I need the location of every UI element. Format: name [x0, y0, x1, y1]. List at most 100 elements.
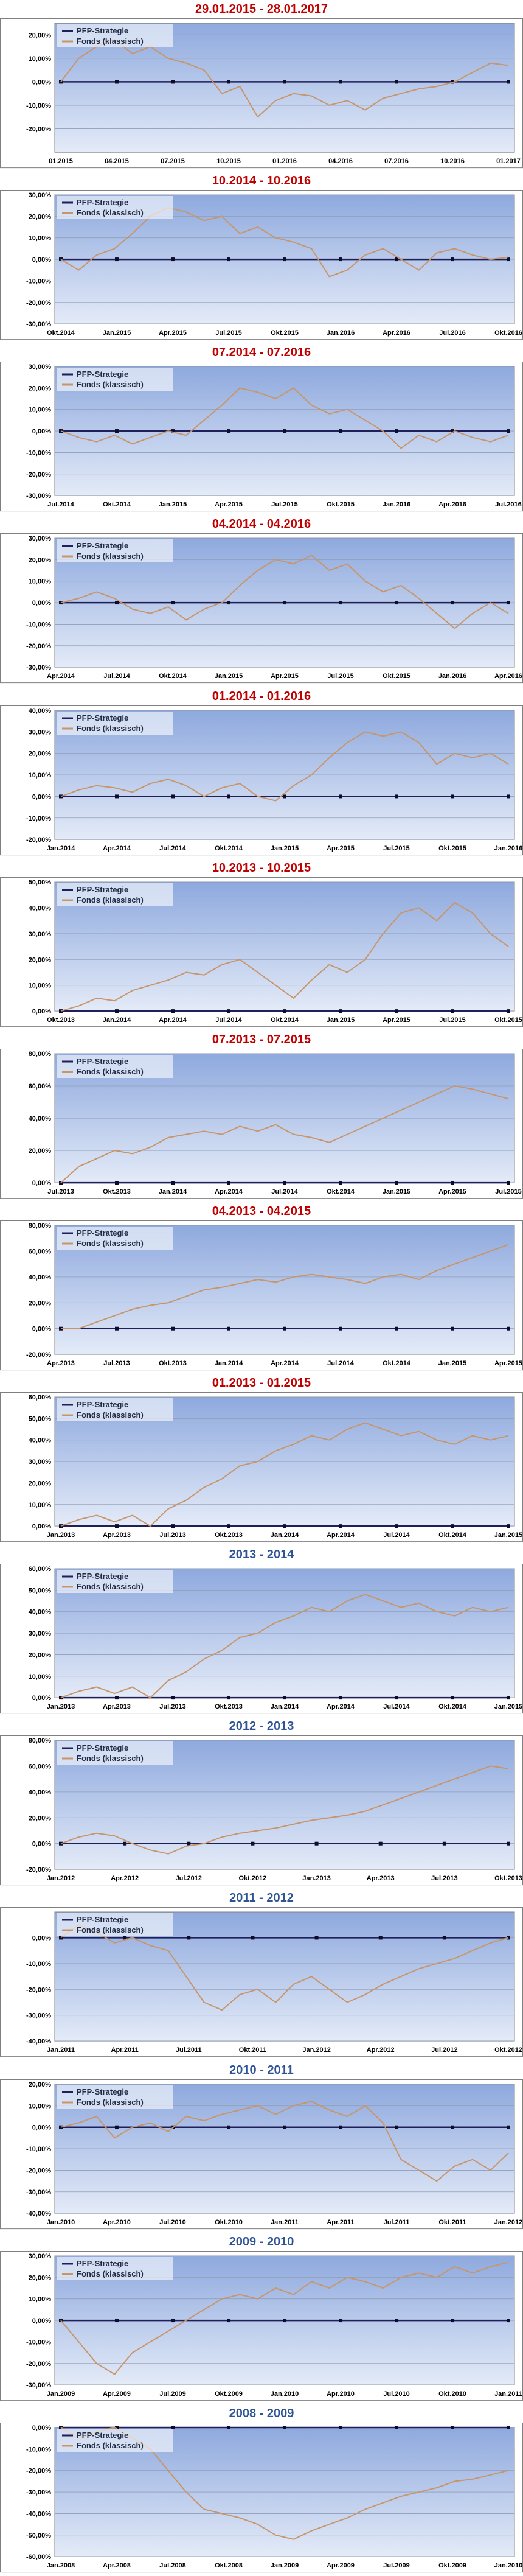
x-tick-label: Jul.2012	[431, 2047, 457, 2054]
y-tick-label: -20,00%	[26, 2167, 51, 2174]
x-tick-label: Okt.2012	[238, 1875, 266, 1882]
x-tick-label: Apr.2016	[438, 501, 466, 508]
y-tick-label: 10,00%	[29, 578, 52, 586]
legend-label: Fonds (klassisch)	[77, 2098, 144, 2107]
series-marker	[451, 1326, 454, 1331]
y-tick-label: -10,00%	[26, 1961, 51, 1968]
line-chart: 40,00% 30,00% 20,00% 10,00% 0,00% -10,00% -20,…	[0, 705, 523, 855]
series-marker	[395, 1009, 398, 1013]
line-chart: 30,00% 20,00% 10,00% 0,00% -10,00% -20,00% -30…	[0, 2250, 523, 2401]
series-marker	[115, 80, 119, 84]
series-marker	[507, 1326, 510, 1331]
chart-panel: 01.2014 - 01.2016 40,00% 30,00% 20,00% 10,00…	[0, 687, 523, 859]
series-marker	[171, 1180, 175, 1185]
series-marker	[395, 2318, 398, 2322]
x-tick-label: Jul.2013	[103, 1360, 130, 1367]
legend-label: Fonds (klassisch)	[77, 1582, 144, 1591]
x-tick-label: Okt.2015	[494, 1017, 522, 1024]
legend-box	[57, 24, 173, 47]
x-tick-label: Apr.2016	[494, 673, 522, 681]
series-marker	[339, 429, 342, 433]
x-tick-label: Okt.2015	[327, 501, 355, 508]
series-marker	[123, 1842, 127, 1846]
x-tick-label: Apr.2014	[47, 673, 75, 681]
series-line-fonds	[60, 730, 509, 802]
legend-label: PFP-Strategie	[77, 26, 128, 35]
x-tick-label: Jul.2014	[383, 1531, 410, 1539]
x-tick-label: Okt.2014	[159, 673, 187, 681]
chart-panel: 07.2013 - 07.2015 80,00% 60,00% 40,00% 20,00…	[0, 1031, 523, 1202]
chart-title: 01.2013 - 01.2015	[212, 1376, 311, 1390]
line-chart: 50,00% 40,00% 30,00% 20,00% 10,00% 0,00% Okt.2…	[0, 877, 523, 1027]
x-tick-label: Jul.2015	[495, 1188, 521, 1195]
series-marker	[171, 1326, 175, 1331]
series-marker	[507, 2125, 510, 2129]
x-tick-label: Apr.2013	[103, 1703, 131, 1710]
y-tick-label: 40,00%	[29, 905, 52, 912]
y-tick-label: 10,00%	[29, 2102, 52, 2110]
x-tick-label: Jan.2013	[47, 1531, 75, 1539]
x-tick-label: Jul.2015	[439, 1017, 465, 1024]
x-tick-label: Apr.2008	[103, 2562, 131, 2569]
y-tick-label: 30,00%	[29, 2253, 52, 2260]
series-marker	[59, 1696, 63, 1700]
x-tick-label: Jan.2010	[271, 2390, 299, 2398]
series-marker	[115, 601, 119, 605]
series-marker	[115, 2318, 119, 2322]
x-tick-label: Apr.2009	[103, 2390, 131, 2398]
chart-panel: 2012 - 2013 80,00% 60,00% 40,00% 20,00% 0,00%…	[0, 1717, 523, 1889]
series-line-fonds	[60, 1765, 509, 1855]
series-line-fonds	[60, 387, 509, 449]
y-tick-label: -10,00%	[26, 278, 51, 285]
y-tick-label: -10,00%	[26, 450, 51, 457]
chart-title: 07.2014 - 07.2016	[212, 346, 311, 360]
series-marker	[314, 1936, 319, 1940]
series-marker	[507, 1696, 510, 1700]
series-marker	[283, 2318, 286, 2322]
y-tick-label: 0,00%	[32, 2424, 51, 2432]
x-tick-label: Jul.2011	[176, 2047, 202, 2054]
chart-panel: 29.01.2015 - 28.01.2017 20,00% 10,00% 0,00%…	[0, 0, 523, 172]
series-marker	[187, 1936, 191, 1940]
legend-label: PFP-Strategie	[77, 2431, 128, 2440]
y-tick-label: 30,00%	[29, 931, 52, 938]
y-tick-label: 0,00%	[32, 600, 51, 607]
legend-label: PFP-Strategie	[77, 1400, 128, 1409]
x-tick-label: Okt.2010	[215, 2219, 243, 2226]
series-line-fonds	[61, 1244, 509, 1329]
chart-panel: 07.2014 - 07.2016 30,00% 20,00% 10,00% 0,00%…	[0, 343, 523, 515]
series-marker	[451, 1696, 454, 1700]
x-tick-label: Jan.2011	[47, 2047, 75, 2054]
x-tick-label: Okt.2014	[271, 1017, 299, 1024]
legend-label: Fonds (klassisch)	[77, 1239, 144, 1248]
y-tick-label: 0,00%	[32, 256, 51, 264]
chart-title: 2009 - 2010	[229, 2235, 294, 2249]
series-marker	[187, 1842, 191, 1846]
y-tick-label: -10,00%	[26, 814, 51, 822]
y-tick-label: 60,00%	[29, 1248, 52, 1255]
series-marker	[451, 2425, 454, 2429]
series-marker	[339, 1696, 342, 1700]
series-marker	[395, 1524, 398, 1528]
x-tick-label: Jan.2016	[438, 673, 466, 681]
x-tick-label: Apr.2014	[159, 1017, 187, 1024]
series-marker	[227, 1326, 230, 1331]
x-tick-label: Jul.2013	[159, 1531, 185, 1539]
x-tick-label: Jul.2016	[439, 329, 465, 337]
series-marker	[227, 2125, 230, 2129]
x-tick-label: Okt.2013	[215, 1531, 243, 1539]
y-tick-label: 20,00%	[29, 1147, 52, 1155]
y-tick-label: -40,00%	[26, 2510, 51, 2518]
series-line-fonds	[60, 901, 509, 1012]
x-tick-label: Okt.2014	[215, 845, 243, 852]
x-tick-label: Jan.2009	[47, 2390, 75, 2398]
